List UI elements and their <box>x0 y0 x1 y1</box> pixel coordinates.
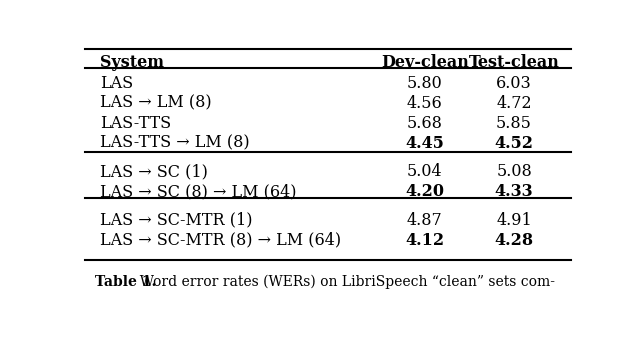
Text: 5.08: 5.08 <box>496 163 532 180</box>
Text: 4.45: 4.45 <box>405 135 444 152</box>
Text: 4.28: 4.28 <box>495 232 534 249</box>
Text: 4.87: 4.87 <box>407 212 443 229</box>
Text: Table 1.: Table 1. <box>95 275 156 289</box>
Text: LAS-TTS → LM (8): LAS-TTS → LM (8) <box>100 135 250 152</box>
Text: Word error rates (WERs) on LibriSpeech “clean” sets com-: Word error rates (WERs) on LibriSpeech “… <box>131 275 555 289</box>
Text: 5.68: 5.68 <box>407 115 443 132</box>
Text: 4.72: 4.72 <box>496 95 532 112</box>
Text: LAS-TTS: LAS-TTS <box>100 115 171 132</box>
Text: 4.12: 4.12 <box>405 232 444 249</box>
Text: System: System <box>100 54 164 71</box>
Text: 5.80: 5.80 <box>407 75 443 92</box>
Text: Dev-clean: Dev-clean <box>381 54 468 71</box>
Text: LAS → LM (8): LAS → LM (8) <box>100 95 211 112</box>
Text: LAS: LAS <box>100 75 133 92</box>
Text: 6.03: 6.03 <box>496 75 532 92</box>
Text: Test-clean: Test-clean <box>468 54 559 71</box>
Text: 4.20: 4.20 <box>405 183 444 200</box>
Text: LAS → SC-MTR (8) → LM (64): LAS → SC-MTR (8) → LM (64) <box>100 232 341 249</box>
Text: LAS → SC-MTR (1): LAS → SC-MTR (1) <box>100 212 252 229</box>
Text: 4.56: 4.56 <box>407 95 443 112</box>
Text: LAS → SC (1): LAS → SC (1) <box>100 163 208 180</box>
Text: 5.85: 5.85 <box>496 115 532 132</box>
Text: LAS → SC (8) → LM (64): LAS → SC (8) → LM (64) <box>100 183 296 200</box>
Text: 4.33: 4.33 <box>495 183 533 200</box>
Text: 5.04: 5.04 <box>407 163 442 180</box>
Text: 4.52: 4.52 <box>495 135 534 152</box>
Text: 4.91: 4.91 <box>496 212 532 229</box>
